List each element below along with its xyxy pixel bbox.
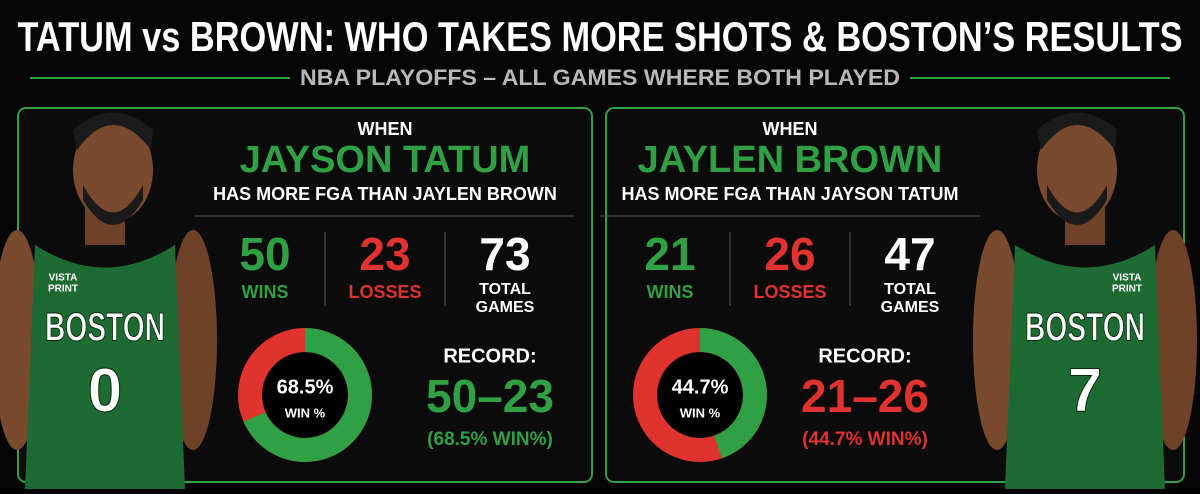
stat-label: LOSSES xyxy=(348,282,421,302)
stat-label: TOTAL xyxy=(884,281,936,298)
win-pct: 44.7% xyxy=(672,376,729,398)
jersey xyxy=(1005,245,1165,489)
record-label: RECORD: xyxy=(818,345,911,367)
donut-win xyxy=(243,328,372,462)
player-name: JAYLEN BROWN xyxy=(638,139,943,181)
jersey-sponsor: VISTA xyxy=(49,273,78,284)
stat-label: GAMES xyxy=(881,299,940,316)
hair xyxy=(73,112,153,150)
player-name: JAYSON TATUM xyxy=(240,139,531,181)
head xyxy=(1037,118,1117,222)
when: WHEN xyxy=(763,119,818,139)
record: 50–23 xyxy=(426,370,554,422)
record-label: RECORD: xyxy=(443,345,536,367)
stat-label: WINS xyxy=(647,282,694,302)
beard xyxy=(1047,185,1107,225)
stat-label: WINS xyxy=(242,282,289,302)
hair xyxy=(1037,112,1117,150)
subtitle: NBA PLAYOFFS – ALL GAMES WHERE BOTH PLAY… xyxy=(300,65,900,90)
stat-label: GAMES xyxy=(476,299,535,316)
record-sub: (44.7% WIN%) xyxy=(802,429,928,450)
jersey-number: 0 xyxy=(88,356,122,425)
condition: HAS MORE FGA THAN JAYSON TATUM xyxy=(621,184,958,204)
stat-value: 73 xyxy=(479,228,530,280)
stat-value: 21 xyxy=(644,228,695,280)
stat-value: 50 xyxy=(239,228,290,280)
title: TATUM vs BROWN: WHO TAKES MORE SHOTS & B… xyxy=(18,13,1183,60)
when: WHEN xyxy=(358,119,413,139)
jersey-sponsor: PRINT xyxy=(48,284,78,295)
record-sub: (68.5% WIN%) xyxy=(427,429,553,450)
jersey xyxy=(25,245,185,489)
win-pct: 68.5% xyxy=(277,376,334,398)
stat-value: 26 xyxy=(764,228,815,280)
win-pct-caption: WIN % xyxy=(680,405,721,420)
donut-center xyxy=(263,353,347,437)
beard xyxy=(83,185,143,225)
jersey-sponsor: PRINT xyxy=(1112,284,1142,295)
jersey-number: 7 xyxy=(1068,356,1102,425)
stat-value: 23 xyxy=(359,228,410,280)
win-pct-caption: WIN % xyxy=(285,405,326,420)
jersey-team: BOSTON xyxy=(45,306,165,350)
jersey-sponsor: VISTA xyxy=(1113,273,1142,284)
donut-win xyxy=(699,328,767,459)
stat-value: 47 xyxy=(884,228,935,280)
stat-label: LOSSES xyxy=(753,282,826,302)
head xyxy=(73,118,153,222)
donut-center xyxy=(658,353,742,437)
stat-label: TOTAL xyxy=(479,281,531,298)
record: 21–26 xyxy=(801,370,929,422)
jersey-team: BOSTON xyxy=(1025,306,1145,350)
condition: HAS MORE FGA THAN JAYLEN BROWN xyxy=(213,184,557,204)
